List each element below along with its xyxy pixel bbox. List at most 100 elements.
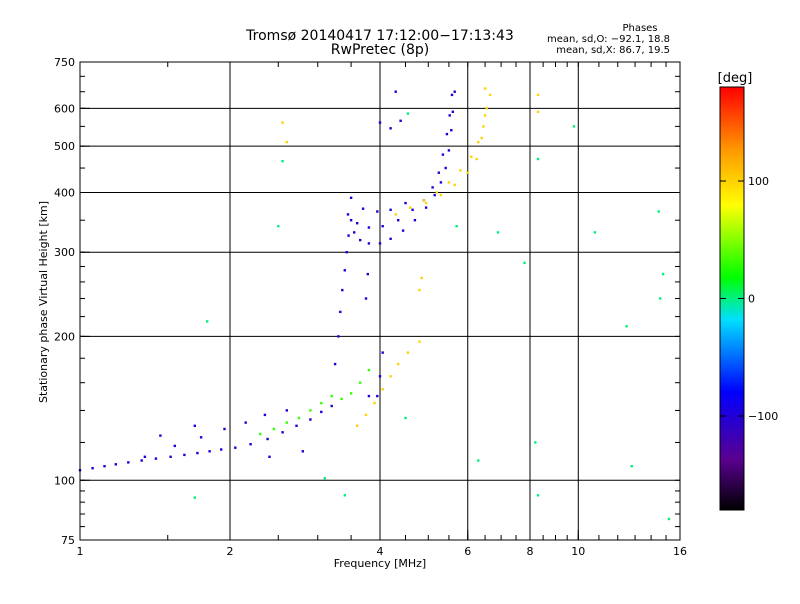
point-o [349,196,353,199]
point-transition [320,401,323,405]
point-x [406,351,410,354]
y-axis-label: Stationary phase Virtual Height [km] [37,201,50,403]
point-scattered [534,441,537,444]
chart-title-line2: RwPretec (8p) [331,42,429,58]
point-x [536,110,540,113]
point-o [364,297,368,300]
point-o [193,424,196,427]
point-x [459,169,462,172]
y-tick-label: 75 [61,534,75,547]
point-transition [340,397,343,401]
point-transition [297,416,301,420]
data-points [78,87,671,521]
point-o [389,208,392,211]
point-x [356,424,359,427]
axis-ticks: 1 2 4 6 8 10 16 75 100 200 300 400 500 600 750 [54,56,687,558]
point-scattered [323,477,326,480]
y-tick-label: 400 [54,186,75,199]
y-tick-label: 200 [54,330,75,343]
point-o [356,222,359,225]
point-o [268,455,271,458]
point-scattered [657,210,660,213]
point-o [330,404,333,408]
point-x [389,375,392,378]
point-o [437,171,440,174]
point-scattered [593,231,597,234]
x-axis-label: Frequency [MHz] [334,557,426,570]
point-o [448,114,451,117]
point-scattered [404,416,407,420]
point-transition [367,368,371,372]
point-o [320,410,323,414]
point-o [424,206,428,209]
point-o [249,443,252,446]
y-tick-label: 100 [54,474,75,487]
colorbar: [deg] −100 0 100 [718,71,778,511]
chart-title-line1: Tromsø 20140417 17:12:00−17:13:43 [245,28,514,44]
x-tick-label: 4 [377,545,384,558]
colorbar-tick-label: 100 [748,175,769,188]
point-x [285,140,288,144]
point-transition [359,381,362,384]
point-o [143,455,147,458]
point-o [411,208,414,211]
point-o [394,90,397,93]
y-tick-label: 300 [54,246,75,259]
x-tick-label: 10 [571,545,585,558]
point-o [381,351,384,354]
point-o [263,413,267,417]
point-o [445,132,449,136]
point-o [244,421,247,424]
point-x [439,193,443,197]
y-tick-label: 750 [54,56,75,69]
point-o [154,457,158,460]
point-o [234,446,237,449]
point-o [159,434,162,437]
point-scattered [661,272,665,276]
point-x [418,288,421,292]
point-x [435,191,438,194]
point-x [466,171,469,174]
point-o [223,427,226,431]
point-transition [309,409,312,412]
x-tick-label: 16 [673,545,687,558]
x-tick-label: 1 [77,545,84,558]
point-scattered [659,297,662,300]
point-scattered [536,494,540,497]
point-scattered [281,160,284,163]
point-o [266,437,269,441]
point-scattered [406,112,410,115]
point-o [281,431,284,434]
point-o [347,234,350,237]
point-o [389,127,392,130]
point-o [91,467,94,470]
grid [80,62,680,540]
point-transition [259,432,262,436]
point-o [345,251,348,254]
point-scattered [477,459,480,462]
point-o [397,219,400,222]
point-o [114,463,117,466]
point-o [169,455,172,458]
point-scattered [496,231,500,234]
point-scattered [630,465,633,468]
point-x [488,93,492,97]
point-x [281,121,284,124]
point-x [477,140,480,144]
point-scattered [667,517,671,521]
point-x [453,183,456,187]
point-o [450,93,454,97]
point-o [439,181,443,184]
point-x [483,114,487,117]
point-transition [330,394,333,398]
point-scattered [206,320,209,323]
point-o [451,110,454,113]
point-x [409,206,412,209]
point-scattered [277,225,280,228]
stats-x-line: mean, sd,X: 86.7, 19.5 [556,45,670,56]
y-tick-label: 500 [54,140,75,153]
point-x [381,388,384,391]
point-o [173,444,176,448]
